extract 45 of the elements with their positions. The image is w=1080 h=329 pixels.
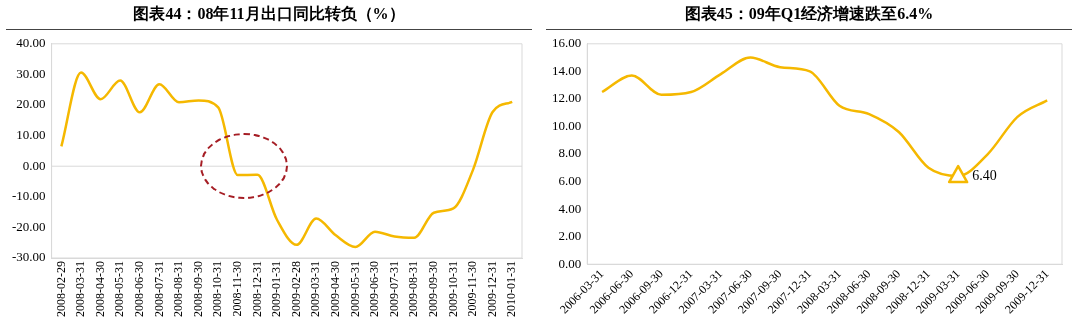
y-tick-label: 0.00 (558, 255, 582, 271)
x-tick-label: 2008-11-30 (229, 261, 244, 317)
x-tick-label: 2009-02-28 (288, 261, 303, 318)
x-tick-label: 2009-12-31 (484, 261, 499, 318)
x-tick-label: 2008-02-29 (53, 261, 68, 318)
x-tick-label: 2008-05-31 (112, 261, 127, 318)
y-tick-label: 0.00 (22, 157, 46, 173)
x-tick-label: 2009-08-31 (406, 261, 421, 318)
x-tick-label: 2009-06-30 (367, 261, 382, 318)
y-tick-label: 4.00 (558, 200, 582, 216)
y-tick-label: 2.00 (558, 228, 582, 244)
x-tick-label: 2010-01-31 (504, 261, 519, 318)
y-tick-label: 20.00 (16, 96, 46, 112)
x-tick-label: 2009-07-31 (386, 261, 401, 318)
x-tick-label: 2008-04-30 (92, 261, 107, 318)
x-tick-label: 2008-07-31 (151, 261, 166, 318)
line-series (60, 71, 514, 249)
y-tick-label: 12.00 (552, 90, 582, 106)
y-tick-label: -30.00 (11, 249, 46, 265)
x-tick-label: 2008-09-30 (190, 261, 205, 318)
x-tick-label: 2009-05-31 (347, 261, 362, 318)
chart-title: 图表45：09年Q1经济增速跌至6.4% (546, 0, 1072, 30)
x-tick-label: 2008-03-31 (73, 261, 88, 318)
x-tick-label: 2008-12-31 (249, 261, 264, 318)
y-tick-label: 10.00 (552, 117, 582, 133)
chart-title: 图表44：08年11月出口同比转负（%） (6, 0, 532, 30)
y-tick-label: 30.00 (16, 65, 46, 81)
x-tick-label: 2009-11-30 (465, 261, 480, 317)
x-tick-label: 2009-03-31 (308, 261, 323, 318)
y-tick-label: -20.00 (11, 218, 46, 234)
x-tick-label: 2008-08-31 (171, 261, 186, 318)
y-tick-label: 40.00 (16, 35, 46, 51)
y-tick-label: -10.00 (11, 188, 46, 204)
y-tick-label: 6.00 (558, 172, 582, 188)
x-tick-label: 2008-06-30 (131, 261, 146, 318)
x-tick-label: 2009-09-30 (425, 261, 440, 318)
x-tick-label: 2009-04-30 (327, 261, 342, 318)
annotation: 6.40 (972, 167, 997, 183)
x-tick-label: 2009-10-31 (445, 261, 460, 318)
y-tick-label: 10.00 (16, 127, 46, 143)
y-tick-label: 16.00 (552, 35, 582, 51)
y-tick-label: 8.00 (558, 145, 582, 161)
x-tick-label: 2009-01-31 (269, 261, 284, 318)
y-tick-label: 14.00 (552, 62, 582, 78)
x-tick-label: 2008-10-31 (210, 261, 225, 318)
